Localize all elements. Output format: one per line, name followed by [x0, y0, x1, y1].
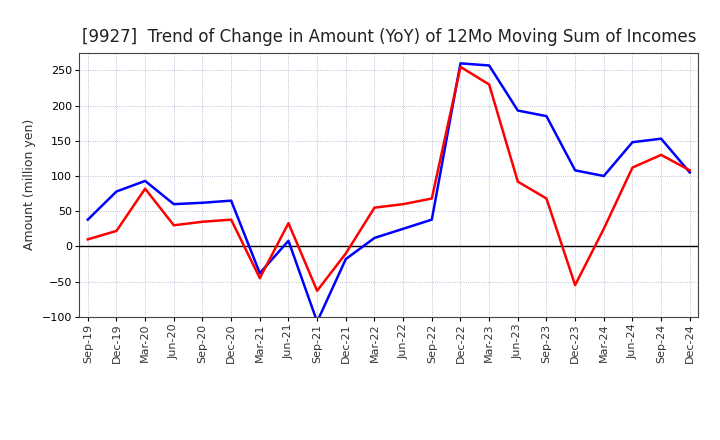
Ordinary Income	[600, 173, 608, 179]
Ordinary Income	[370, 235, 379, 241]
Net Income	[456, 64, 465, 70]
Ordinary Income	[399, 226, 408, 231]
Net Income	[542, 196, 551, 201]
Line: Ordinary Income: Ordinary Income	[88, 63, 690, 322]
Ordinary Income	[571, 168, 580, 173]
Title: [9927]  Trend of Change in Amount (YoY) of 12Mo Moving Sum of Incomes: [9927] Trend of Change in Amount (YoY) o…	[81, 28, 696, 46]
Net Income	[399, 202, 408, 207]
Net Income	[628, 165, 636, 170]
Net Income	[141, 186, 150, 191]
Ordinary Income	[227, 198, 235, 203]
Net Income	[370, 205, 379, 210]
Net Income	[428, 196, 436, 201]
Line: Net Income: Net Income	[88, 67, 690, 291]
Net Income	[227, 217, 235, 222]
Net Income	[169, 223, 178, 228]
Ordinary Income	[198, 200, 207, 205]
Net Income	[84, 237, 92, 242]
Net Income	[657, 152, 665, 158]
Y-axis label: Amount (million yen): Amount (million yen)	[23, 119, 36, 250]
Net Income	[112, 228, 121, 234]
Ordinary Income	[628, 139, 636, 145]
Ordinary Income	[341, 257, 350, 262]
Net Income	[284, 220, 293, 226]
Ordinary Income	[169, 202, 178, 207]
Ordinary Income	[284, 238, 293, 243]
Ordinary Income	[141, 178, 150, 183]
Net Income	[256, 275, 264, 281]
Net Income	[485, 82, 493, 87]
Net Income	[513, 179, 522, 184]
Net Income	[312, 288, 321, 293]
Ordinary Income	[513, 108, 522, 113]
Ordinary Income	[112, 189, 121, 194]
Ordinary Income	[84, 217, 92, 222]
Ordinary Income	[657, 136, 665, 141]
Net Income	[341, 251, 350, 256]
Ordinary Income	[456, 61, 465, 66]
Ordinary Income	[256, 271, 264, 276]
Net Income	[571, 282, 580, 288]
Ordinary Income	[312, 319, 321, 324]
Ordinary Income	[542, 114, 551, 119]
Net Income	[685, 168, 694, 173]
Net Income	[198, 219, 207, 224]
Net Income	[600, 226, 608, 231]
Ordinary Income	[485, 63, 493, 68]
Ordinary Income	[685, 170, 694, 175]
Ordinary Income	[428, 217, 436, 222]
